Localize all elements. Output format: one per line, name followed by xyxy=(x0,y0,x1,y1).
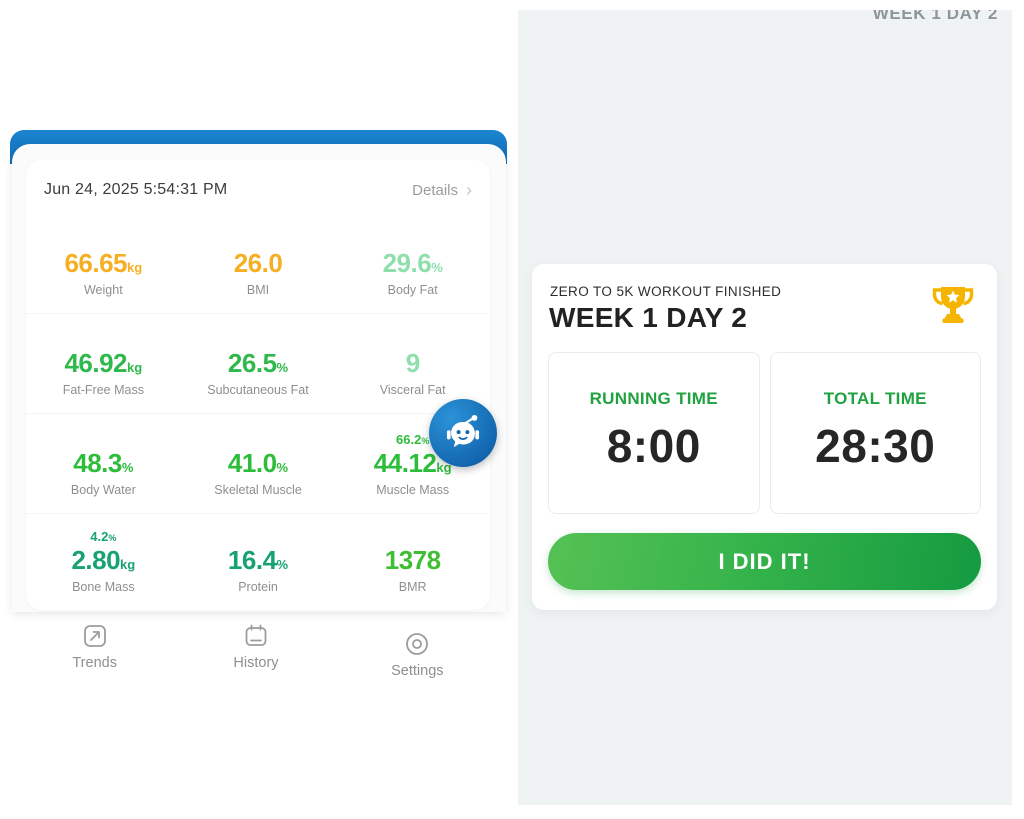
stat-label: TOTAL TIME xyxy=(823,389,927,408)
metric-label: Skeletal Muscle xyxy=(214,483,302,497)
metric-row-1: 66.65kg Weight 26.0 BMI 29.6% Body Fat xyxy=(26,220,490,313)
metric-protein: 16.4% Protein xyxy=(181,514,336,610)
metric-value: 48.3 xyxy=(73,448,122,478)
bottom-nav: Trends History xyxy=(14,622,498,692)
metric-value: 41.0 xyxy=(227,448,277,478)
metric-row-2: 46.92kg Fat-Free Mass 26.5% Subcutaneous… xyxy=(26,313,490,413)
metric-unit: kg xyxy=(436,460,452,475)
nav-label-history: History xyxy=(233,655,279,671)
stat-running-time: RUNNING TIME 8:00 xyxy=(548,352,760,514)
i-did-it-button[interactable]: I DID IT! xyxy=(548,533,981,590)
metric-value: 16.4 xyxy=(227,545,277,575)
metric-unit: kg xyxy=(127,360,143,375)
stat-label: RUNNING TIME xyxy=(589,389,718,408)
metric-unit: % xyxy=(276,460,289,475)
metric-value: 26.0 xyxy=(233,248,283,278)
run-screen-title: WEEK 1 DAY 2 xyxy=(872,10,998,23)
metric-label: BMI xyxy=(246,283,270,297)
metric-value: 29.6 xyxy=(382,248,432,278)
metric-value: 26.5 xyxy=(227,348,277,378)
nav-label-settings: Settings xyxy=(391,663,444,679)
metric-body-fat: 29.6% Body Fat xyxy=(335,221,490,313)
metric-value: 44.12 xyxy=(373,448,437,478)
metric-row-4: 4.2% 2.80kg Bone Mass 16.4% Protein 1378… xyxy=(26,513,490,610)
metric-value: 1378 xyxy=(384,545,441,575)
metric-label: Subcutaneous Fat xyxy=(207,383,309,397)
stat-value: 8:00 xyxy=(606,420,701,472)
metric-bmr: 1378 BMR xyxy=(335,514,490,610)
metric-unit: % xyxy=(431,260,443,275)
metric-bone-mass: 4.2% 2.80kg Bone Mass xyxy=(26,514,181,610)
workout-finished-title: WEEK 1 DAY 2 xyxy=(549,302,748,333)
measurement-card-header: Jun 24, 2025 5:54:31 PM Details › xyxy=(26,160,490,220)
nav-item-history[interactable]: History xyxy=(175,622,336,692)
nav-label-trends: Trends xyxy=(72,655,117,671)
metric-muscle-mass: 66.2% 44.12kg Muscle Mass xyxy=(335,414,490,513)
metric-label: Bone Mass xyxy=(72,580,135,594)
details-label: Details xyxy=(412,181,458,199)
stat-value: 28:30 xyxy=(815,420,936,472)
metric-sub-unit: % xyxy=(421,436,430,446)
metric-label: BMR xyxy=(398,580,427,594)
metric-subcutaneous-fat: 26.5% Subcutaneous Fat xyxy=(181,314,336,413)
metric-visceral-fat: 9 Visceral Fat xyxy=(335,314,490,413)
metric-sub-value: 4.2 xyxy=(90,529,109,544)
metric-label: Protein xyxy=(238,580,278,594)
metric-unit: % xyxy=(121,460,134,475)
metric-sub-unit: % xyxy=(108,533,117,543)
run-app-panel: WEEK 1 DAY 2 ZERO TO 5K WORKOUT FINISHED… xyxy=(518,10,1012,805)
workout-finished-dialog: ZERO TO 5K WORKOUT FINISHED WEEK 1 DAY 2… xyxy=(532,264,997,610)
metric-value: 9 xyxy=(405,348,420,378)
trends-icon xyxy=(81,622,109,650)
metric-fat-free-mass: 46.92kg Fat-Free Mass xyxy=(26,314,181,413)
workout-stats: RUNNING TIME 8:00 TOTAL TIME 28:30 xyxy=(548,352,981,514)
stat-total-time: TOTAL TIME 28:30 xyxy=(769,352,981,514)
metric-row-3: 48.3% Body Water 41.0% Skeletal Muscle 6… xyxy=(26,413,490,513)
nav-item-trends[interactable]: Trends xyxy=(14,622,175,692)
metric-bmi: 26.0 BMI xyxy=(181,221,336,313)
measurement-timestamp: Jun 24, 2025 5:54:31 PM xyxy=(44,181,228,198)
chatbot-fab[interactable] xyxy=(429,399,497,467)
chevron-right-icon: › xyxy=(466,180,472,200)
metric-unit: kg xyxy=(120,557,136,572)
details-link[interactable]: Details › xyxy=(412,181,472,199)
metric-weight: 66.65kg Weight xyxy=(26,221,181,313)
history-calendar-icon xyxy=(242,622,270,650)
metric-unit: % xyxy=(276,360,289,375)
settings-icon xyxy=(403,630,431,658)
metric-label: Fat-Free Mass xyxy=(62,383,144,397)
scale-app-panel: Jun 24, 2025 5:54:31 PM Details › 66.65k… xyxy=(0,0,508,819)
metric-value: 46.92 xyxy=(64,348,128,378)
measurement-card: Jun 24, 2025 5:54:31 PM Details › 66.65k… xyxy=(26,160,490,610)
nav-item-settings[interactable]: Settings xyxy=(337,622,498,692)
metric-label: Muscle Mass xyxy=(376,483,450,497)
metric-unit: % xyxy=(276,557,289,572)
metric-sub-value: 66.2 xyxy=(396,432,422,447)
metric-label: Visceral Fat xyxy=(379,383,446,397)
metric-value: 66.65 xyxy=(64,248,128,278)
metric-label: Weight xyxy=(83,283,123,297)
metric-value: 2.80 xyxy=(71,545,121,575)
robot-icon xyxy=(446,414,480,448)
metric-unit: kg xyxy=(127,260,143,275)
metric-label: Body Water xyxy=(70,483,136,497)
metric-label: Body Fat xyxy=(387,283,438,297)
metric-skeletal-muscle: 41.0% Skeletal Muscle xyxy=(181,414,336,513)
metric-body-water: 48.3% Body Water xyxy=(26,414,181,513)
trophy-icon xyxy=(932,287,974,323)
workout-finished-subtitle: ZERO TO 5K WORKOUT FINISHED xyxy=(550,284,782,299)
